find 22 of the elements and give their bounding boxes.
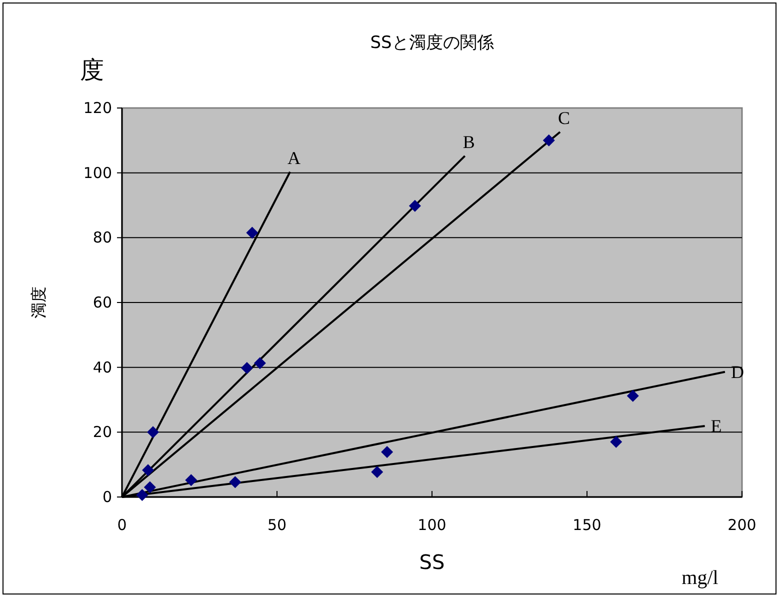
text: 度 xyxy=(80,57,104,84)
y-tick-label: 60 xyxy=(92,294,112,312)
text: mg/l xyxy=(682,567,719,589)
series-label: E xyxy=(710,416,722,436)
y-tick-label: 100 xyxy=(83,164,112,182)
y-tick-label: 80 xyxy=(92,228,112,247)
y-tick-label: 40 xyxy=(92,358,112,376)
series-label: A xyxy=(288,148,301,168)
x-tick-label: 200 xyxy=(728,516,756,534)
series-label: D xyxy=(730,362,744,382)
x-axis-title: SS xyxy=(419,550,445,574)
series-label: B xyxy=(462,132,475,152)
x-tick-label: 0 xyxy=(117,516,127,534)
x-tick-label: 100 xyxy=(418,516,446,534)
series-label: C xyxy=(558,108,570,128)
y-tick-label: 20 xyxy=(92,423,112,442)
x-tick-label: 150 xyxy=(572,516,602,534)
chart-title: SSと濁度の関係 xyxy=(370,33,494,53)
y-tick-label: 120 xyxy=(83,99,112,117)
y-axis-title: 濁度 xyxy=(29,286,48,318)
y-tick-label: 0 xyxy=(102,488,112,506)
x-tick-label: 50 xyxy=(267,516,287,534)
